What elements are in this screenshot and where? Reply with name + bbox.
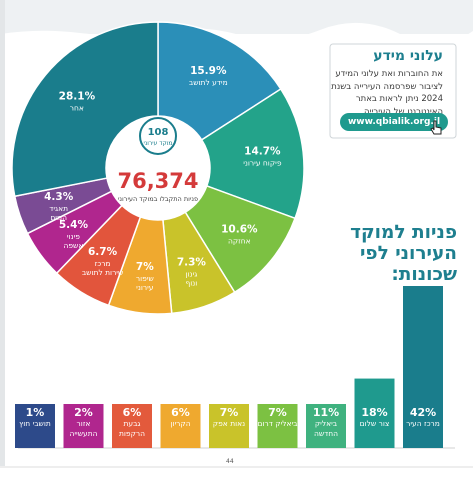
donut-slice-percent: 15.9% [190,65,227,77]
svg-text:מוקד עירוני: מוקד עירוני [143,140,172,147]
donut-slice-label: גינון [185,270,197,279]
bar-category-label: ביאליק החדשה [313,419,339,438]
bar-value-label: 6% [171,406,190,419]
donut-slice-percent: 7.3% [177,257,207,269]
bar-category-label: גבעת הרקפות [118,419,146,438]
info-body: את החוברות ואת עלוני המידע לציבור שפרסמה… [331,69,443,117]
bar-category-label: הקריון [170,419,191,428]
bar-value-label: 6% [122,406,142,419]
bar [15,404,55,448]
donut-slice-label: אחר [70,103,84,112]
bar-value-label: 2% [74,406,93,419]
bar [354,378,395,448]
hand-cursor-icon [430,120,442,135]
city-call-center-logo: 108 מוקד עירוני [139,117,177,155]
bar-category-label: אזור התעשייה [69,419,98,438]
donut-slice-label: שירות לתושב [82,268,123,277]
donut-slice [157,21,282,141]
info-title: עלוני מידע [373,48,443,64]
bar-value-label: 11% [312,406,340,419]
bar-value-label: 1% [25,406,45,419]
donut-slice-label: מידע לתושב [189,78,228,87]
donut-slice-percent: 14.7% [244,145,281,157]
bar [160,404,201,448]
donut-slice-label: פיקוח עירוני [243,158,282,167]
footer-ticker-strip [0,466,473,480]
donut-slice-label: המים [50,213,67,222]
donut-slice-percent: 4.3% [44,191,74,203]
bar [403,286,443,448]
donut-slice-label: ונוף [185,279,197,288]
bar-category-label: נאות אפק [212,419,246,428]
bar-value-label: 18% [361,406,388,419]
svg-text:108: 108 [148,127,169,138]
bar-chart-headline: פניות למוקד העירוני לפי שכונות: [350,222,457,285]
total-calls-caption: פניות התקבלו במוקד העירוני [118,195,198,203]
bar-category-label: תושבי חוץ [19,419,51,428]
bar [112,404,152,448]
page-number: 44 [226,458,234,465]
donut-center [107,117,209,219]
donut-slice-percent: 28.1% [59,90,96,102]
donut-slice-label: אחזקה [228,236,251,245]
bar-category-label: מרכז העיר [406,419,440,428]
donut-slice-label: עירוני [136,283,154,292]
donut-slice-percent: 7% [136,261,154,273]
bar [306,404,346,448]
bar [63,404,104,448]
donut-slice [200,87,305,220]
donut-slice-label: פינוי [67,232,80,241]
donut-slice-percent: 6.7% [88,246,118,258]
bar [209,404,249,448]
donut-slice-percent: 10.6% [221,223,258,235]
website-link[interactable]: www.qbialik.org.il [340,113,448,131]
bar [257,404,298,448]
donut-slice-label: מרכז [95,259,111,268]
donut-slice-percent: 5.4% [59,219,89,231]
donut-slice [11,21,159,198]
bar-category-label: ביאליק דרום [257,419,298,428]
bar-value-label: 42% [409,406,437,419]
donut-slice-label: תאגיד [49,204,68,213]
bar-value-label: 7% [268,406,287,419]
bar-value-label: 7% [219,406,239,419]
bar-category-label: צור שלום [359,419,390,428]
donut-slice-label: אשפה [63,241,83,250]
total-calls-number: 76,374 [117,169,198,193]
donut-slice-label: שיפור [136,274,154,283]
